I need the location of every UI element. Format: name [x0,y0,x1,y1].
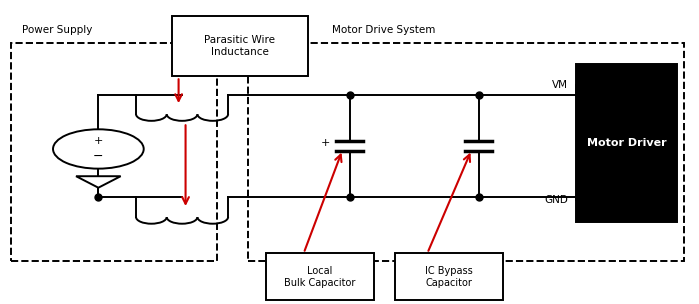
Polygon shape [76,176,121,188]
Text: IC Bypass
Capacitor: IC Bypass Capacitor [425,266,473,288]
Text: +: + [94,136,103,147]
Text: Power Supply: Power Supply [22,26,92,36]
FancyBboxPatch shape [395,253,503,300]
Text: Motor Drive System: Motor Drive System [332,26,435,36]
Text: Local
Bulk Capacitor: Local Bulk Capacitor [284,266,356,288]
FancyBboxPatch shape [172,16,308,76]
Text: GND: GND [544,195,568,206]
Text: +: + [321,138,331,148]
Text: VM: VM [552,81,568,90]
FancyBboxPatch shape [266,253,374,300]
Text: −: − [93,150,103,163]
Text: Motor Driver: Motor Driver [587,138,667,148]
FancyBboxPatch shape [576,64,677,222]
Text: Parasitic Wire
Inductance: Parasitic Wire Inductance [204,35,275,57]
